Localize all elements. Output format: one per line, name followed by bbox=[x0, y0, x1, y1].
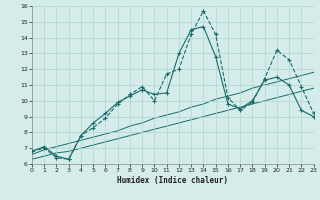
X-axis label: Humidex (Indice chaleur): Humidex (Indice chaleur) bbox=[117, 176, 228, 185]
